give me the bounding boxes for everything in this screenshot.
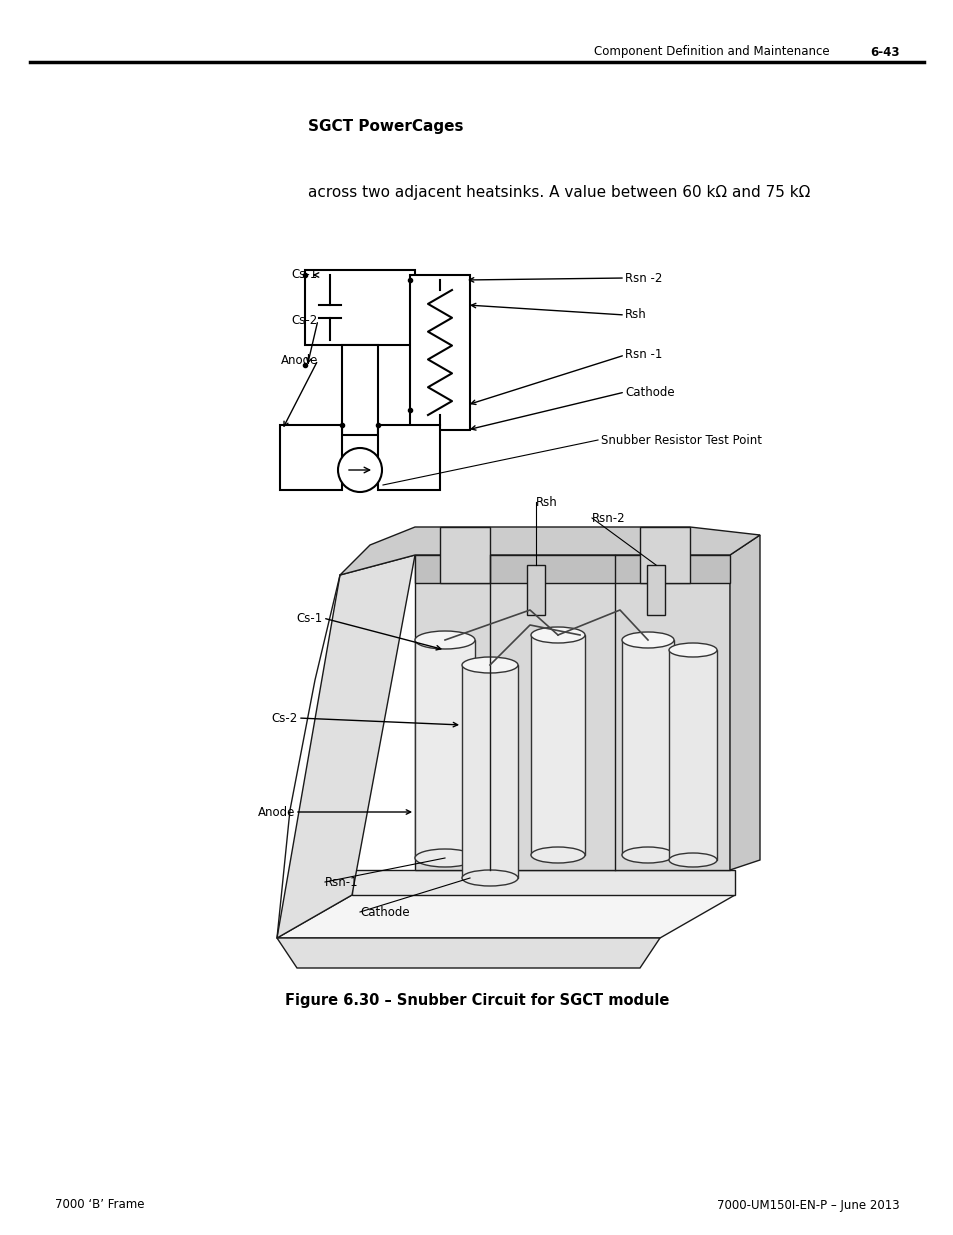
Bar — [639, 527, 689, 583]
Text: 7000-UM150I-EN-P – June 2013: 7000-UM150I-EN-P – June 2013 — [717, 1198, 899, 1212]
Bar — [415, 555, 729, 583]
Text: Anode: Anode — [257, 805, 294, 819]
Bar — [305, 270, 415, 345]
Text: Rsh: Rsh — [536, 495, 558, 509]
Text: across two adjacent heatsinks. A value between 60 kΩ and 75 kΩ: across two adjacent heatsinks. A value b… — [308, 184, 809, 200]
Text: Figure 6.30 – Snubber Circuit for SGCT module: Figure 6.30 – Snubber Circuit for SGCT m… — [285, 993, 668, 1008]
Text: 6-43: 6-43 — [869, 46, 899, 58]
Bar — [461, 664, 517, 878]
Text: Rsn -1: Rsn -1 — [624, 348, 661, 362]
Text: SGCT PowerCages: SGCT PowerCages — [308, 120, 463, 135]
Text: Rsn-2: Rsn-2 — [592, 511, 625, 525]
Text: Rsn -2: Rsn -2 — [624, 272, 661, 284]
Polygon shape — [276, 939, 659, 968]
Ellipse shape — [415, 631, 475, 650]
Bar — [526, 564, 544, 615]
Bar — [668, 650, 717, 860]
Ellipse shape — [668, 643, 717, 657]
Bar — [531, 635, 584, 855]
Bar — [377, 425, 439, 490]
Text: Rsn-1: Rsn-1 — [325, 876, 358, 888]
Text: Rsh: Rsh — [624, 309, 646, 321]
Polygon shape — [339, 527, 760, 576]
Ellipse shape — [531, 627, 584, 643]
Ellipse shape — [621, 847, 673, 863]
Ellipse shape — [668, 853, 717, 867]
Bar — [621, 640, 673, 855]
Text: 7000 ‘B’ Frame: 7000 ‘B’ Frame — [55, 1198, 144, 1212]
Bar — [341, 345, 377, 435]
Circle shape — [337, 448, 381, 492]
Ellipse shape — [461, 657, 517, 673]
Text: Component Definition and Maintenance: Component Definition and Maintenance — [594, 46, 829, 58]
Bar — [280, 425, 341, 490]
Text: Cs-1: Cs-1 — [296, 611, 323, 625]
Bar — [410, 275, 470, 430]
Text: Cathode: Cathode — [359, 905, 409, 919]
Text: Snubber Resistor Test Point: Snubber Resistor Test Point — [600, 433, 761, 447]
Text: Cathode: Cathode — [624, 385, 674, 399]
Polygon shape — [276, 555, 415, 939]
Ellipse shape — [415, 848, 475, 867]
Ellipse shape — [531, 847, 584, 863]
Bar — [415, 640, 475, 858]
Text: Cs-2: Cs-2 — [292, 314, 317, 326]
Text: Anode: Anode — [280, 353, 317, 367]
Text: Cs-2: Cs-2 — [272, 711, 297, 725]
Ellipse shape — [461, 869, 517, 885]
Bar — [646, 564, 664, 615]
Polygon shape — [352, 869, 734, 895]
Ellipse shape — [621, 632, 673, 648]
Polygon shape — [729, 535, 760, 869]
Bar — [439, 527, 490, 583]
Polygon shape — [415, 555, 729, 869]
Text: Cs-1: Cs-1 — [292, 268, 317, 282]
Polygon shape — [276, 895, 734, 939]
